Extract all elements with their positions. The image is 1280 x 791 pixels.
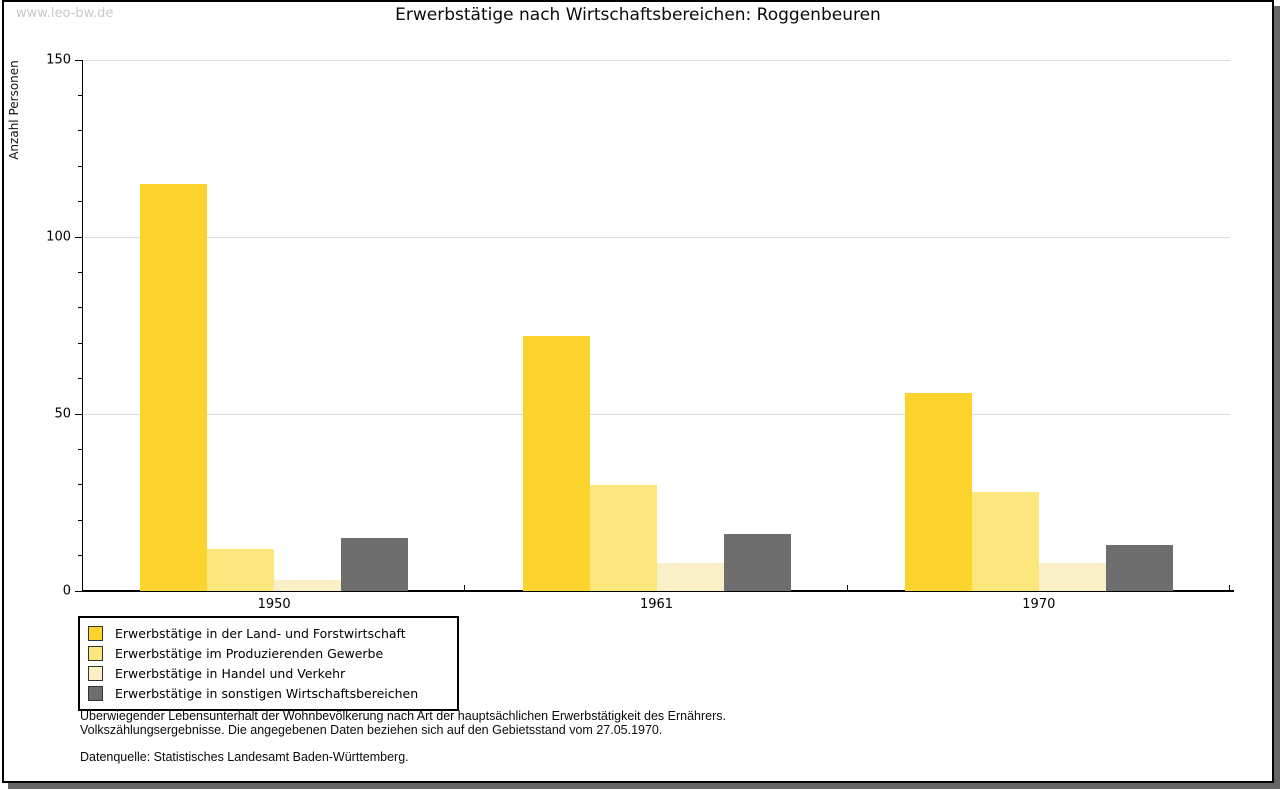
bar (1038, 562, 1106, 591)
y-axis-minor-tick (78, 378, 82, 380)
watermark: www.leo-bw.de (16, 6, 114, 21)
bar (522, 336, 590, 591)
y-axis-minor-tick (78, 130, 82, 132)
legend-swatch (88, 665, 103, 681)
x-axis-category-label: 1970 (1022, 597, 1056, 612)
plot-area: 0 50 100 150 1950 1961 1970 (46, 53, 1234, 612)
legend-item: Erwerbstätige in Handel und Verkehr (88, 663, 457, 683)
y-axis-minor-tick (78, 555, 82, 557)
footnote-line: Volkszählungsergebnisse. Die angegebenen… (80, 722, 663, 737)
y-axis-minor-tick (78, 484, 82, 486)
y-axis-minor-tick (78, 94, 82, 96)
legend-item: Erwerbstätige im Produzierenden Gewerbe (88, 643, 457, 663)
x-axis-boundary-tick (1229, 585, 1230, 591)
y-axis-tick-label: 0 (62, 583, 71, 599)
legend-label: Erwerbstätige in sonstigen Wirtschaftsbe… (115, 685, 419, 701)
bar (904, 392, 972, 591)
y-axis-tick-label: 150 (46, 52, 71, 68)
legend-label: Erwerbstätige in der Land- und Forstwirt… (115, 625, 406, 641)
y-axis-minor-tick (78, 307, 82, 309)
bar (656, 562, 724, 591)
bar (140, 183, 208, 591)
y-axis-minor-tick (78, 201, 82, 203)
y-gridline (83, 414, 1230, 415)
y-axis-major-tick (75, 590, 82, 592)
y-axis-major-tick (75, 413, 82, 415)
y-axis-major-tick (75, 59, 82, 61)
y-axis-label: Anzahl Personen (7, 60, 21, 160)
legend-swatch (88, 645, 103, 661)
y-axis-minor-tick (78, 165, 82, 167)
y-axis-tick-label: 50 (54, 406, 71, 422)
data-source-text: Datenquelle: Statistisches Landesamt Bad… (80, 750, 409, 764)
bar (1105, 544, 1173, 591)
y-gridline (83, 237, 1230, 238)
legend-box: Erwerbstätige in der Land- und Forstwirt… (78, 616, 459, 711)
footnote-line: Überwiegender Lebensunterhalt der Wohnbe… (80, 709, 726, 723)
legend-swatch (88, 685, 103, 701)
bar (971, 491, 1039, 591)
legend-label: Erwerbstätige im Produzierenden Gewerbe (115, 645, 384, 661)
bar (274, 580, 342, 591)
y-gridline (83, 60, 1230, 61)
footnote-text: Überwiegender Lebensunterhalt der Wohnbe… (80, 709, 726, 737)
bar (207, 548, 275, 591)
x-axis-category-label: 1950 (257, 597, 291, 612)
y-axis-minor-tick (78, 271, 82, 273)
legend-item: Erwerbstätige in der Land- und Forstwirt… (88, 623, 457, 643)
x-axis-boundary-tick (464, 585, 465, 591)
chart-title: Erwerbstätige nach Wirtschaftsbereichen:… (395, 5, 881, 25)
legend-item: Erwerbstätige in sonstigen Wirtschaftsbe… (88, 683, 457, 703)
x-axis-boundary-tick (847, 585, 848, 591)
x-axis-line (82, 590, 1234, 592)
bar (723, 534, 791, 591)
y-axis-minor-tick (78, 342, 82, 344)
legend-label: Erwerbstätige in Handel und Verkehr (115, 665, 346, 681)
bar (589, 484, 657, 591)
y-axis-minor-tick (78, 519, 82, 521)
bar (341, 537, 409, 591)
x-axis-category-label: 1961 (639, 597, 674, 612)
y-axis-tick-label: 100 (46, 229, 71, 245)
y-axis-major-tick (75, 236, 82, 238)
legend-swatch (88, 625, 103, 641)
y-axis-minor-tick (78, 448, 82, 450)
